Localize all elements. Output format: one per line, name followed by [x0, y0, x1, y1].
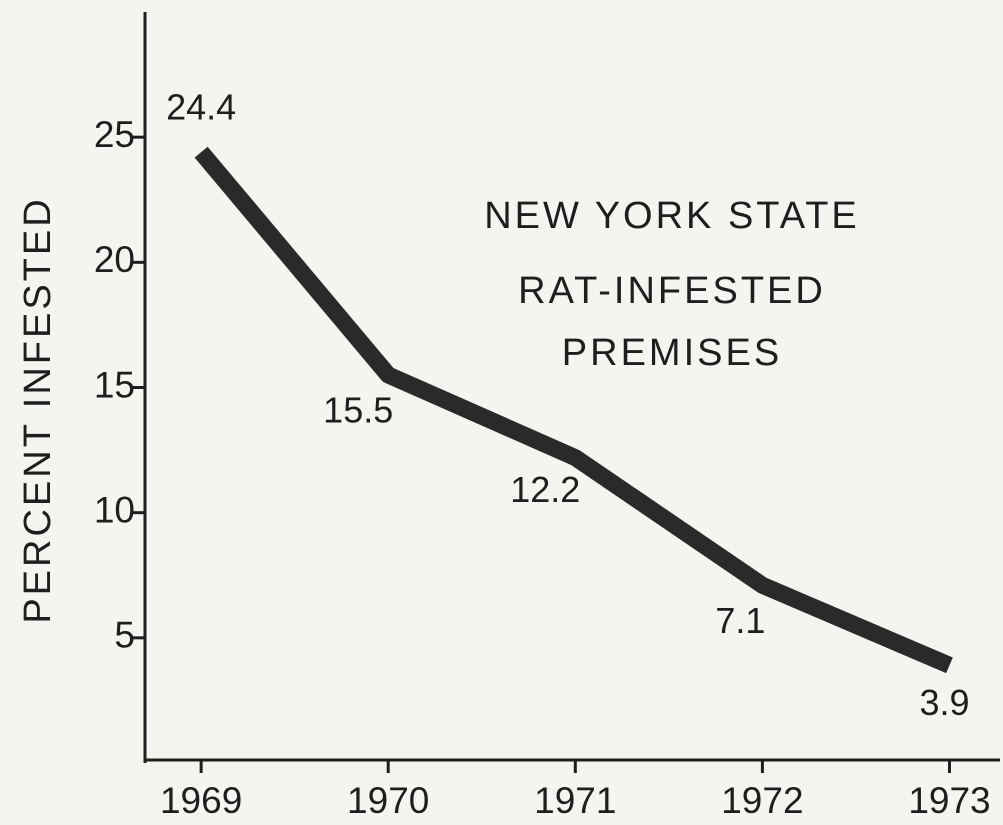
data-label: 3.9: [919, 682, 969, 723]
x-tick-label: 1972: [721, 780, 803, 821]
y-tick-label: 5: [114, 615, 135, 656]
data-label: 24.4: [166, 87, 236, 128]
x-tick-label: 1973: [908, 780, 990, 821]
annotation: NEW YORK STATE: [484, 195, 860, 237]
data-label: 7.1: [715, 600, 765, 641]
y-tick-label: 20: [94, 239, 135, 280]
annotation: RAT-INFESTED: [518, 270, 826, 312]
x-tick-label: 1971: [534, 780, 616, 821]
x-tick-label: 1970: [347, 780, 429, 821]
y-tick-label: 10: [94, 489, 135, 530]
data-label: 12.2: [510, 469, 580, 510]
y-tick-label: 15: [94, 364, 135, 405]
annotation: PREMISES: [562, 332, 782, 374]
line: [194, 146, 953, 674]
x-tick-label: 1969: [160, 780, 242, 821]
y-tick-label: 25: [94, 114, 135, 155]
data-label: 15.5: [323, 389, 393, 430]
y-axis-label: PERCENT INFESTED: [17, 196, 59, 623]
